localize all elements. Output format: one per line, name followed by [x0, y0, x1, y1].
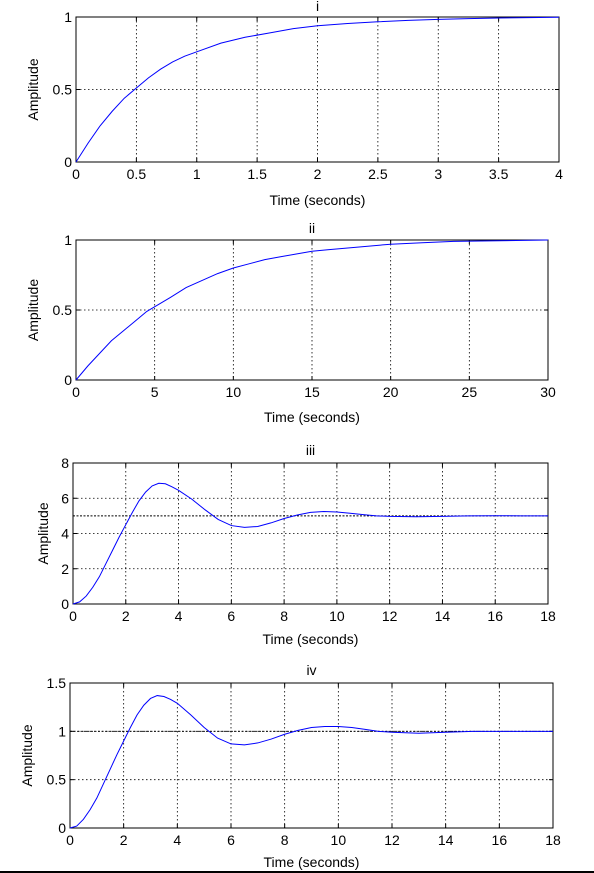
x-tick-label: 4	[175, 608, 183, 624]
y-tick-label: 0.5	[53, 82, 73, 98]
y-tick-label: 0	[64, 372, 72, 388]
x-tick-label: 1	[193, 166, 201, 182]
y-tick-label: 2	[61, 561, 69, 577]
x-tick-label: 6	[227, 832, 235, 848]
x-tick-label: 2.5	[368, 166, 388, 182]
x-tick-label: 10	[226, 384, 242, 400]
x-tick-label: 8	[280, 608, 288, 624]
subplot-title: iii	[306, 442, 315, 458]
x-tick-label: 4	[173, 832, 181, 848]
x-tick-label: 3	[434, 166, 442, 182]
y-axis-label: Amplitude	[25, 58, 41, 120]
x-tick-label: 14	[438, 832, 454, 848]
y-axis-label: Amplitude	[25, 279, 41, 341]
y-axis-label: Amplitude	[35, 502, 51, 564]
x-tick-label: 10	[331, 832, 347, 848]
response-curve	[69, 695, 553, 829]
subplot-title: ii	[309, 220, 315, 236]
y-tick-label: 8	[61, 455, 69, 471]
y-tick-label: 0	[58, 820, 66, 836]
y-tick-label: 4	[61, 526, 69, 542]
response-curve	[75, 16, 560, 163]
x-axis-label: Time (seconds)	[270, 192, 366, 208]
x-tick-label: 5	[151, 384, 159, 400]
x-tick-label: 0	[72, 384, 80, 400]
bottom-rule	[0, 871, 594, 873]
x-tick-label: 0.5	[127, 166, 147, 182]
y-tick-label: 1	[64, 232, 72, 248]
x-tick-label: 15	[304, 384, 320, 400]
x-tick-label: 16	[487, 608, 503, 624]
y-tick-label: 1	[64, 9, 72, 25]
x-tick-label: 1.5	[247, 166, 267, 182]
x-tick-label: 3.5	[489, 166, 509, 182]
x-tick-label: 2	[120, 832, 128, 848]
y-tick-label: 1.5	[47, 675, 67, 691]
x-tick-label: 16	[492, 832, 508, 848]
y-tick-label: 6	[61, 490, 69, 506]
x-tick-label: 18	[540, 608, 556, 624]
response-curve	[72, 482, 548, 605]
y-tick-label: 0	[61, 596, 69, 612]
x-tick-label: 14	[435, 608, 451, 624]
x-tick-label: 0	[69, 608, 77, 624]
x-tick-label: 2	[314, 166, 322, 182]
response-curve	[75, 239, 549, 381]
x-tick-label: 20	[383, 384, 399, 400]
x-tick-label: 6	[227, 608, 235, 624]
x-tick-label: 2	[122, 608, 130, 624]
subplot-4: 0 2 4 6 8 10 12 14 16 18 0 0.5 1 1.5 iv Time (seconds) A…	[19, 662, 561, 870]
subplot-title: i	[316, 0, 319, 14]
y-tick-label: 0.5	[53, 302, 73, 318]
x-axis-label: Time (seconds)	[263, 631, 359, 647]
x-tick-label: 18	[545, 832, 561, 848]
y-tick-label: 0	[64, 154, 72, 170]
x-tick-label: 0	[72, 166, 80, 182]
subplot-1: 0 0.5 1 1.5 2 2.5 3 3.5 4 0 0.5 1 i Time (seconds) Amp…	[25, 0, 563, 208]
subplot-title: iv	[306, 662, 316, 678]
x-tick-label: 25	[462, 384, 478, 400]
x-tick-label: 10	[329, 608, 345, 624]
subplot-2: 0 5 10 15 20 25 30 0 0.5 1 ii Time (seconds) Amplitu…	[25, 220, 556, 425]
y-tick-label: 0.5	[47, 772, 67, 788]
plot-area	[70, 683, 553, 828]
x-tick-label: 12	[384, 832, 400, 848]
y-tick-label: 1	[58, 723, 66, 739]
axes-box	[69, 682, 554, 829]
y-axis-label: Amplitude	[19, 724, 35, 786]
x-tick-label: 30	[540, 384, 556, 400]
x-axis-label: Time (seconds)	[264, 854, 360, 870]
subplot-3: 0 2 4 6 8 10 12 14 16 18 0 2 4 6 8 iii Time (seconds) Amp…	[35, 442, 556, 647]
x-tick-label: 0	[66, 832, 74, 848]
x-tick-label: 12	[382, 608, 398, 624]
x-tick-label: 8	[281, 832, 289, 848]
x-axis-label: Time (seconds)	[264, 409, 360, 425]
x-tick-label: 4	[555, 166, 563, 182]
